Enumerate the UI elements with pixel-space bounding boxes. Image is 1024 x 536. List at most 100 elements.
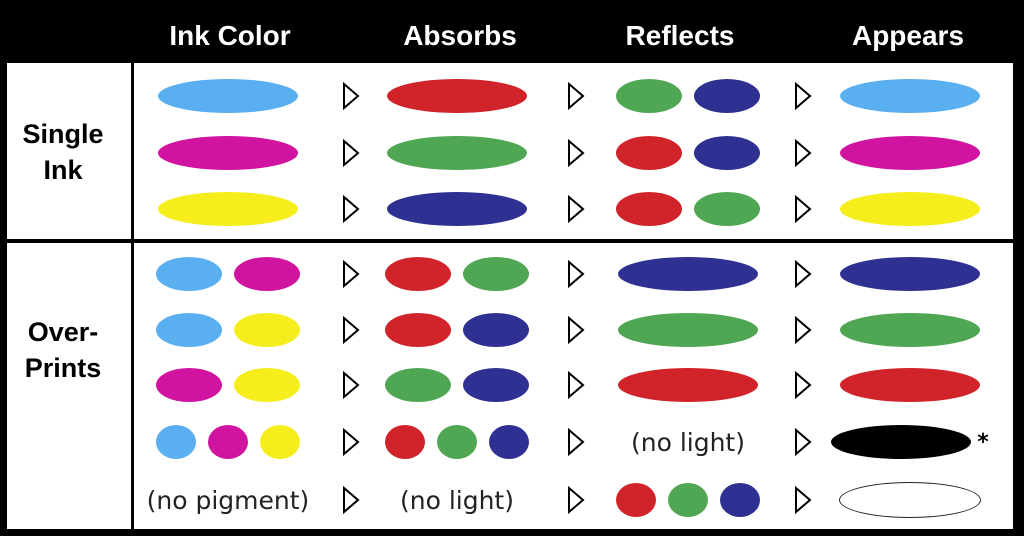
- arrow-icon: [795, 139, 812, 167]
- section-label-over-prints: Over- Prints: [24, 317, 102, 383]
- arrow-icon: [568, 371, 585, 399]
- color-oval-blue: [840, 257, 980, 291]
- section-divider: [0, 239, 1024, 243]
- ink-cell: (no pigment): [118, 478, 338, 522]
- reflects-cell: (no light): [578, 420, 798, 464]
- color-oval-blue: [694, 136, 760, 170]
- arrow-icon: [343, 260, 360, 288]
- reflects-cell: [578, 308, 798, 352]
- color-oval-red: [616, 192, 682, 226]
- color-oval-yellow: [158, 192, 298, 226]
- arrow-icon: [795, 371, 812, 399]
- ink-cell: [118, 131, 338, 175]
- appears-cell: [800, 363, 1020, 407]
- color-oval-red: [385, 257, 451, 291]
- absorbs-cell: (no light): [347, 478, 567, 522]
- color-oval-yellow: [234, 368, 300, 402]
- color-oval-blue: [720, 483, 760, 517]
- color-oval-magenta: [158, 136, 298, 170]
- reflects-cell: [578, 74, 798, 118]
- arrow-icon: [568, 195, 585, 223]
- color-oval-cyan: [156, 313, 222, 347]
- appears-cell: [800, 308, 1020, 352]
- footnote-mark: *: [977, 429, 989, 455]
- color-oval-blue: [694, 79, 760, 113]
- header-reflects: Reflects: [625, 20, 735, 51]
- appears-cell: [800, 131, 1020, 175]
- ink-cell: [118, 420, 338, 464]
- arrow-icon: [795, 260, 812, 288]
- arrow-icon: [795, 428, 812, 456]
- color-oval-blue: [463, 313, 529, 347]
- header-absorbs: Absorbs: [403, 20, 517, 51]
- color-oval-blue: [387, 192, 527, 226]
- color-oval-cyan: [840, 79, 980, 113]
- reflects-cell: [578, 131, 798, 175]
- arrow-icon: [568, 82, 585, 110]
- section-label-single-ink: Single Ink: [22, 119, 104, 185]
- color-oval-green: [463, 257, 529, 291]
- arrow-icon: [568, 486, 585, 514]
- label-column-divider: [131, 63, 134, 529]
- color-oval-magenta: [840, 136, 980, 170]
- arrow-icon: [795, 316, 812, 344]
- ink-cell: [118, 187, 338, 231]
- color-oval-white: [839, 482, 981, 518]
- reflects-cell: [578, 478, 798, 522]
- color-oval-red: [616, 483, 656, 517]
- color-oval-blue: [618, 257, 758, 291]
- color-oval-blue: [489, 425, 529, 459]
- absorbs-cell: [347, 252, 567, 296]
- header-appears: Appears: [851, 20, 965, 51]
- arrow-icon: [343, 82, 360, 110]
- arrow-icon: [343, 316, 360, 344]
- arrow-icon: [568, 316, 585, 344]
- absorbs-cell: [347, 308, 567, 352]
- appears-cell: [800, 478, 1020, 522]
- color-oval-green: [618, 313, 758, 347]
- arrow-icon: [343, 195, 360, 223]
- reflects-cell: [578, 187, 798, 231]
- ink-cell: [118, 252, 338, 296]
- arrow-icon: [795, 82, 812, 110]
- arrow-icon: [568, 428, 585, 456]
- color-oval-red: [385, 313, 451, 347]
- reflects-note: (no light): [630, 427, 745, 457]
- color-oval-red: [840, 368, 980, 402]
- color-oval-magenta: [208, 425, 248, 459]
- absorbs-cell: [347, 187, 567, 231]
- color-oval-cyan: [156, 257, 222, 291]
- ink-cell: [118, 74, 338, 118]
- arrow-icon: [343, 139, 360, 167]
- absorbs-cell: [347, 363, 567, 407]
- arrow-icon: [795, 195, 812, 223]
- absorbs-note: (no light): [399, 485, 514, 515]
- color-oval-red: [385, 425, 425, 459]
- color-oval-cyan: [158, 79, 298, 113]
- absorbs-cell: [347, 420, 567, 464]
- absorbs-cell: [347, 74, 567, 118]
- color-oval-magenta: [156, 368, 222, 402]
- color-oval-yellow: [260, 425, 300, 459]
- color-oval-magenta: [234, 257, 300, 291]
- reflects-cell: [578, 252, 798, 296]
- color-oval-yellow: [234, 313, 300, 347]
- color-oval-black: [831, 425, 972, 459]
- appears-cell: [800, 74, 1020, 118]
- header-ink-color: Ink Color: [169, 20, 291, 51]
- color-oval-yellow: [840, 192, 980, 226]
- color-oval-red: [387, 79, 527, 113]
- color-oval-red: [618, 368, 758, 402]
- color-oval-green: [668, 483, 708, 517]
- ink-cell: [118, 363, 338, 407]
- arrow-icon: [568, 260, 585, 288]
- absorbs-cell: [347, 131, 567, 175]
- color-oval-green: [385, 368, 451, 402]
- ink-cell: [118, 308, 338, 352]
- color-oval-green: [387, 136, 527, 170]
- arrow-icon: [343, 428, 360, 456]
- appears-cell: [800, 187, 1020, 231]
- color-oval-cyan: [156, 425, 196, 459]
- appears-cell: *: [800, 420, 1020, 464]
